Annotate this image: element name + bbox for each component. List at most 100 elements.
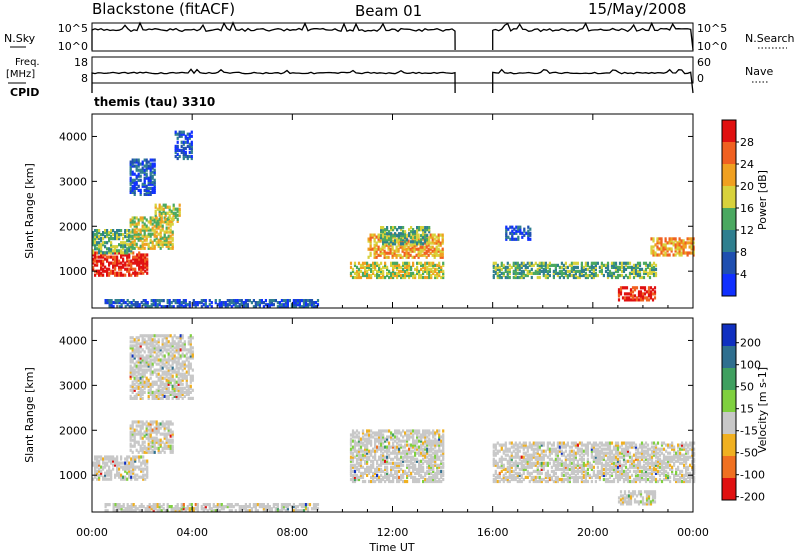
heatmap-cell (512, 461, 515, 465)
heatmap-cell (492, 449, 495, 453)
heatmap-cell (155, 422, 158, 426)
heatmap-cell (302, 299, 306, 303)
heatmap-cell (357, 449, 361, 453)
heatmap-cell (149, 430, 152, 434)
heatmap-cell (398, 443, 401, 447)
heatmap-cell (174, 150, 177, 154)
heatmap-cell (135, 378, 138, 382)
heatmap-cell (300, 305, 303, 309)
heatmap-cell (500, 463, 503, 467)
heatmap-cell (133, 246, 136, 250)
heatmap-cell (151, 242, 154, 246)
heatmap-cell (682, 247, 685, 251)
heatmap-cell (158, 299, 161, 303)
heatmap-cell (104, 461, 107, 465)
heatmap-cell (180, 130, 183, 134)
heatmap-cell (185, 348, 188, 352)
heatmap-cell (167, 430, 170, 434)
heatmap-cell (510, 445, 513, 449)
heatmap-cell (397, 253, 400, 257)
heatmap-cell (518, 473, 521, 477)
heatmap-cell (142, 455, 145, 459)
heatmap-cell (592, 261, 595, 265)
heatmap-cell (426, 477, 429, 482)
heatmap-cell (507, 235, 510, 239)
heatmap-cell (141, 380, 144, 384)
heatmap-cell (398, 236, 401, 240)
heatmap-cell (157, 346, 160, 350)
heatmap-cell (380, 437, 383, 441)
heatmap-cell (147, 336, 150, 340)
heatmap-cell (656, 245, 659, 249)
heatmap-cell (438, 477, 441, 482)
heatmap-cell (692, 245, 695, 249)
heatmap-cell (406, 457, 409, 461)
heatmap-cell (508, 269, 511, 273)
heatmap-cell (394, 431, 397, 435)
heatmap-cell (421, 249, 424, 253)
heatmap-cell (187, 386, 190, 390)
heatmap-cell (129, 230, 132, 234)
heatmap-cell (154, 305, 157, 309)
heatmap-cell (171, 390, 174, 394)
heatmap-cell (106, 267, 109, 271)
heatmap-cell (359, 471, 363, 475)
heatmap-cell (349, 443, 353, 447)
heatmap-cell (179, 356, 182, 360)
heatmap-cell (518, 275, 521, 280)
heatmap-cell (216, 509, 219, 513)
heatmap-cell (600, 269, 603, 273)
heatmap-cell (258, 505, 261, 509)
heatmap-cell (436, 273, 439, 278)
heatmap-cell (304, 505, 308, 509)
heatmap-cell (143, 164, 146, 168)
heatmap-cell (171, 422, 174, 426)
heatmap-cell (542, 267, 545, 271)
heatmap-cell (370, 273, 373, 278)
heatmap-cell (294, 299, 297, 303)
heatmap-cell (442, 261, 445, 265)
heatmap-cell (512, 445, 515, 449)
heatmap-cell (122, 237, 125, 241)
heatmap-cell (159, 358, 162, 362)
heatmap-cell (114, 505, 117, 509)
heatmap-cell (690, 251, 693, 255)
heatmap-cell (130, 251, 133, 255)
heatmap-cell (139, 334, 142, 338)
heatmap-cell (382, 445, 385, 449)
heatmap-cell (396, 238, 399, 242)
heatmap-cell (184, 150, 187, 154)
heatmap-cell (548, 273, 551, 278)
heatmap-cell (394, 261, 397, 265)
heatmap-cell (432, 455, 435, 459)
heatmap-cell (568, 269, 571, 273)
heatmap-cell (181, 354, 184, 358)
heatmap-cell (388, 429, 391, 433)
heatmap-cell (135, 342, 138, 346)
heatmap-cell (568, 271, 571, 275)
heatmap-cell (137, 360, 140, 364)
heatmap-cell (165, 338, 168, 342)
heatmap-cell (516, 445, 519, 449)
heatmap-cell (656, 253, 659, 257)
heatmap-cell (416, 265, 419, 269)
heatmap-cell (268, 305, 271, 309)
heatmap-cell (526, 271, 529, 275)
heatmap-cell (157, 344, 160, 348)
heatmap-cell (175, 384, 178, 388)
heatmap-cell (660, 237, 663, 241)
heatmap-cell (157, 446, 160, 450)
heatmap-cell (534, 261, 537, 265)
heatmap-cell (359, 265, 363, 269)
heatmap-cell (578, 271, 581, 275)
heatmap-cell (139, 380, 142, 384)
heatmap-cell (402, 236, 405, 240)
heatmap-cell (417, 253, 420, 257)
heatmap-cell (361, 457, 365, 461)
heatmap-cell (234, 299, 237, 303)
heatmap-cell (180, 140, 183, 144)
heatmap-cell (181, 352, 184, 356)
heatmap-cell (230, 509, 233, 513)
heatmap-cell (359, 473, 363, 477)
heatmap-cell (114, 461, 117, 465)
